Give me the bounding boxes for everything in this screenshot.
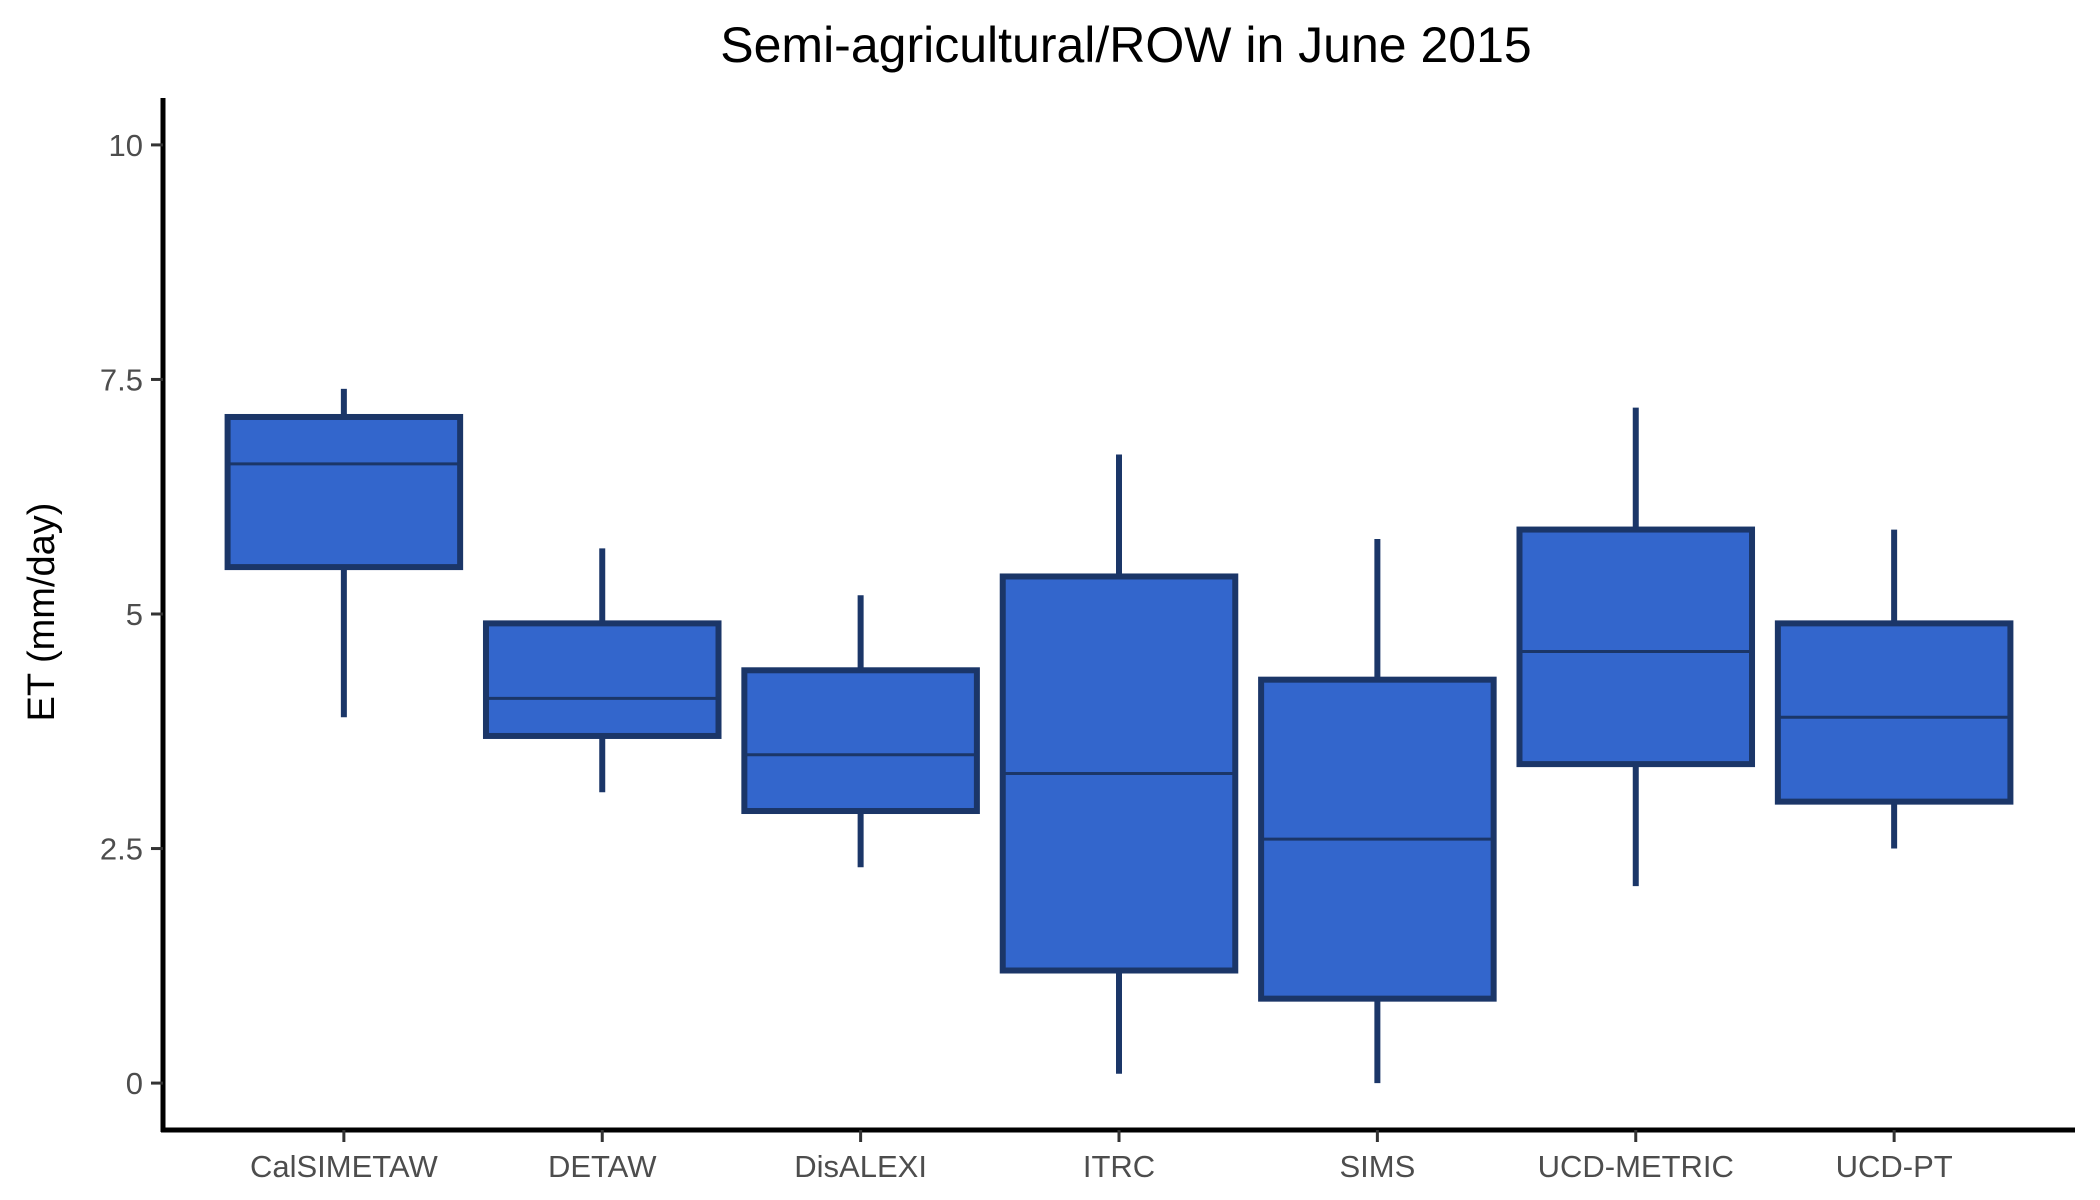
- box-group: [1258, 538, 1497, 1084]
- tick-marks: 0 2.5 5 7.5 10 CalSIMETAW DETAW DisALEXI ITRC SIM…: [100, 128, 1953, 1184]
- box-iqr: [741, 667, 980, 815]
- y-tick-label: 10: [109, 128, 143, 163]
- x-tick-label: UCD-PT: [1836, 1149, 1953, 1184]
- box-group: [482, 548, 722, 793]
- x-tick-label: ITRC: [1083, 1149, 1155, 1184]
- x-tick-label: DisALEXI: [794, 1149, 927, 1184]
- y-tick-label: 5: [126, 597, 143, 632]
- box-iqr: [482, 620, 722, 739]
- chart-title: Semi-agricultural/ROW in June 2015: [720, 17, 1531, 73]
- box-group: [224, 388, 464, 718]
- plot-area: [224, 388, 2014, 1084]
- box-iqr: [1774, 620, 2014, 805]
- x-tick-label: UCD-METRIC: [1538, 1149, 1734, 1184]
- box-group: [741, 595, 980, 868]
- x-tick-label: DETAW: [548, 1149, 657, 1184]
- box-group: [1516, 407, 1756, 887]
- x-tick-label: SIMS: [1339, 1149, 1415, 1184]
- y-tick-label: 0: [126, 1066, 143, 1101]
- y-axis-label: ET (mm/day): [21, 503, 63, 722]
- x-tick-label: CalSIMETAW: [250, 1149, 438, 1184]
- y-tick-label: 2.5: [100, 832, 143, 867]
- box-iqr: [224, 413, 464, 571]
- box-group: [999, 454, 1239, 1074]
- box-group: [1774, 529, 2014, 849]
- y-tick-label: 7.5: [100, 362, 143, 397]
- box-iqr: [1516, 526, 1756, 768]
